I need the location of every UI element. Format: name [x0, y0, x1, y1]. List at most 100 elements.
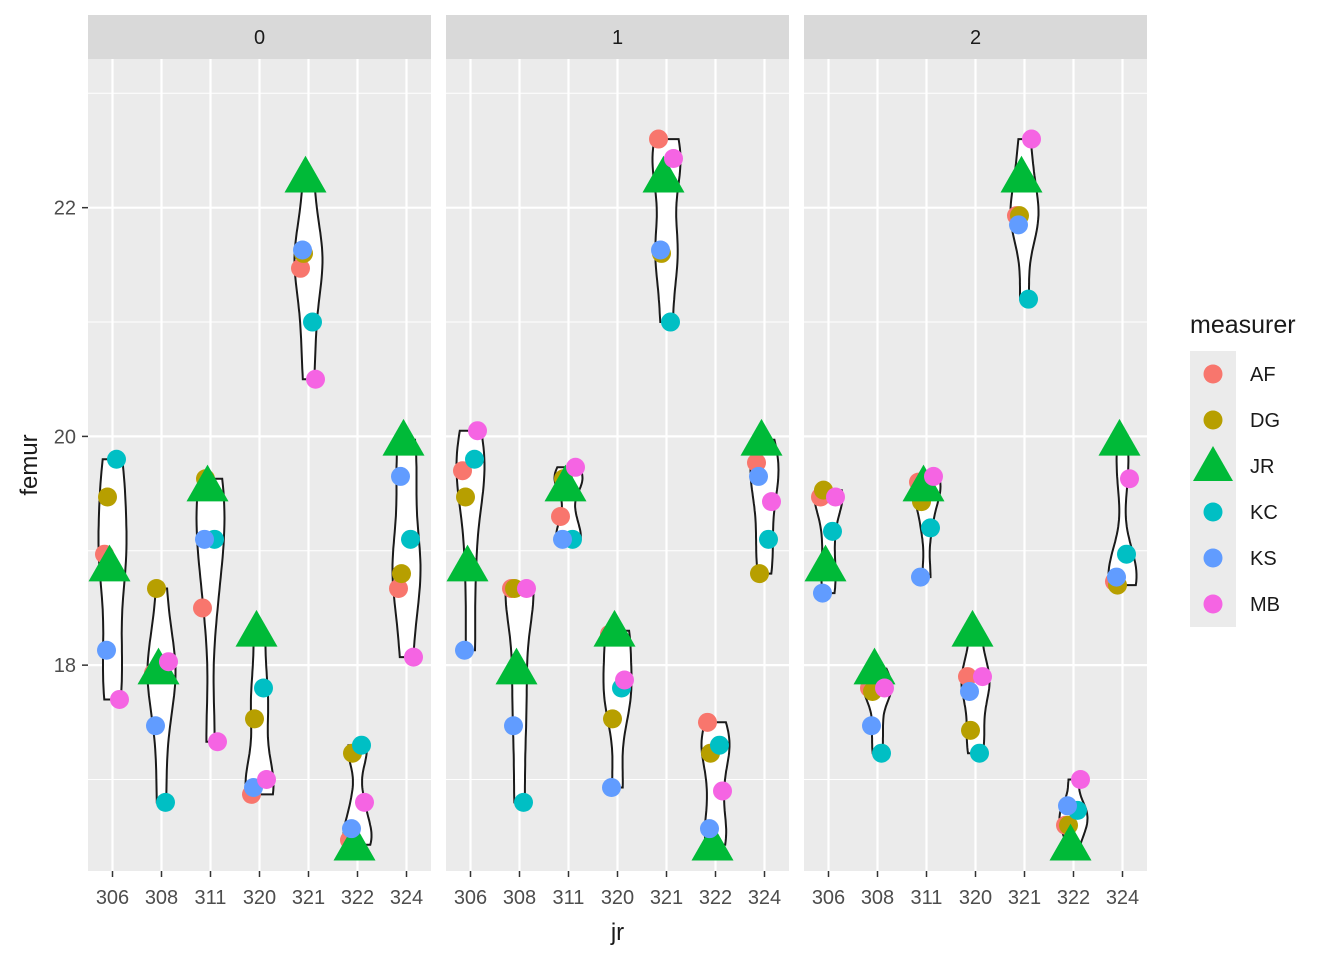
point-KS — [195, 529, 214, 549]
x-tick-label: 322 — [699, 887, 732, 909]
point-JR — [333, 823, 376, 861]
facet-panels: 0 306 308 311 320 321 322 324 1 306 308 311 320 321 32… — [88, 15, 1147, 909]
legend-symbol-MB — [1203, 594, 1223, 614]
x-tick-label: 322 — [1057, 887, 1090, 909]
point-MB — [468, 421, 487, 441]
point-MB — [404, 647, 423, 667]
y-tick-label: 20 — [54, 426, 76, 448]
point-KS — [391, 466, 410, 486]
point-JR — [235, 609, 278, 647]
point-MB — [257, 770, 276, 790]
x-tick-label: 320 — [959, 887, 992, 909]
facet-strip — [88, 15, 431, 59]
legend-label-AF: AF — [1250, 364, 1276, 386]
legend-entry-KC: KC — [1190, 489, 1278, 535]
point-AF — [453, 461, 472, 481]
x-tick-label: 311 — [553, 887, 585, 909]
x-tick-label: 321 — [650, 887, 683, 909]
point-DG — [961, 720, 980, 740]
point-KC — [156, 792, 175, 812]
point-KS — [146, 716, 165, 736]
x-tick-label: 320 — [601, 887, 634, 909]
point-JR — [446, 544, 489, 582]
legend-entry-MB: MB — [1190, 581, 1280, 627]
facet-strip — [446, 15, 789, 59]
point-AF — [389, 579, 408, 599]
y-tick-label: 22 — [54, 198, 76, 220]
point-KS — [1058, 796, 1077, 816]
point-JR — [691, 823, 734, 861]
x-tick-label: 324 — [748, 887, 781, 909]
point-JR — [804, 544, 847, 582]
point-JR — [88, 544, 131, 582]
point-AF — [193, 598, 212, 618]
point-KC — [303, 312, 322, 332]
point-DG — [147, 579, 166, 599]
point-JR — [853, 647, 896, 685]
x-tick-label: 322 — [341, 887, 374, 909]
point-JR — [544, 464, 587, 502]
x-tick-label: 306 — [454, 887, 487, 909]
point-KS — [97, 640, 116, 660]
point-KS — [602, 778, 621, 798]
point-MB — [1120, 469, 1139, 489]
point-KC — [759, 529, 778, 549]
point-AF — [291, 258, 310, 278]
point-MB — [762, 492, 781, 512]
x-axis-title: jr — [610, 919, 624, 946]
legend-label-JR: JR — [1250, 456, 1274, 478]
point-JR — [902, 464, 945, 502]
point-KC — [401, 529, 420, 549]
point-JR — [284, 155, 327, 193]
point-JR — [495, 647, 538, 685]
legend-symbol-DG — [1203, 410, 1223, 430]
x-tick-label: 324 — [1106, 887, 1139, 909]
point-MB — [826, 487, 845, 507]
x-tick-label: 311 — [195, 887, 227, 909]
point-JR — [1098, 418, 1141, 456]
facet-strip — [804, 15, 1147, 59]
x-tick-label: 308 — [145, 887, 178, 909]
point-AF — [649, 129, 668, 149]
y-axis-title: femur — [16, 434, 43, 495]
x-tick-label: 320 — [243, 887, 276, 909]
point-MB — [875, 678, 894, 698]
facet-panel: 0 306 308 311 320 321 322 324 — [88, 15, 431, 909]
point-JR — [382, 418, 425, 456]
point-MB — [306, 369, 325, 389]
legend-entry-JR: JR — [1190, 443, 1274, 489]
point-JR — [642, 155, 685, 193]
y-tick-label: 18 — [54, 655, 76, 677]
x-tick-label: 321 — [292, 887, 325, 909]
point-KC — [352, 735, 371, 755]
point-JR — [186, 464, 229, 502]
point-KC — [921, 518, 940, 538]
point-KC — [710, 735, 729, 755]
point-JR — [137, 647, 180, 685]
point-DG — [603, 709, 622, 729]
point-MB — [924, 466, 943, 486]
point-MB — [159, 652, 178, 672]
point-AF — [698, 712, 717, 732]
x-tick-label: 306 — [96, 887, 129, 909]
point-MB — [973, 667, 992, 687]
point-DG — [98, 487, 117, 507]
point-MB — [355, 792, 374, 812]
facet-strip-label: 1 — [612, 27, 623, 49]
facet-strip-label: 2 — [970, 27, 981, 49]
point-KS — [813, 583, 832, 603]
legend-label-KS: KS — [1250, 548, 1277, 570]
point-KS — [342, 819, 361, 839]
point-JR — [1000, 155, 1043, 193]
point-DG — [245, 709, 264, 729]
point-MB — [566, 457, 585, 477]
facet-panel: 2 306 308 311 320 321 322 324 — [804, 15, 1147, 909]
point-DG — [456, 487, 475, 507]
x-tick-label: 308 — [503, 887, 536, 909]
point-KS — [553, 529, 572, 549]
legend-symbol-JR — [1193, 446, 1233, 481]
point-KS — [1107, 567, 1126, 587]
point-KS — [960, 681, 979, 701]
point-KC — [465, 449, 484, 469]
point-KC — [661, 312, 680, 332]
